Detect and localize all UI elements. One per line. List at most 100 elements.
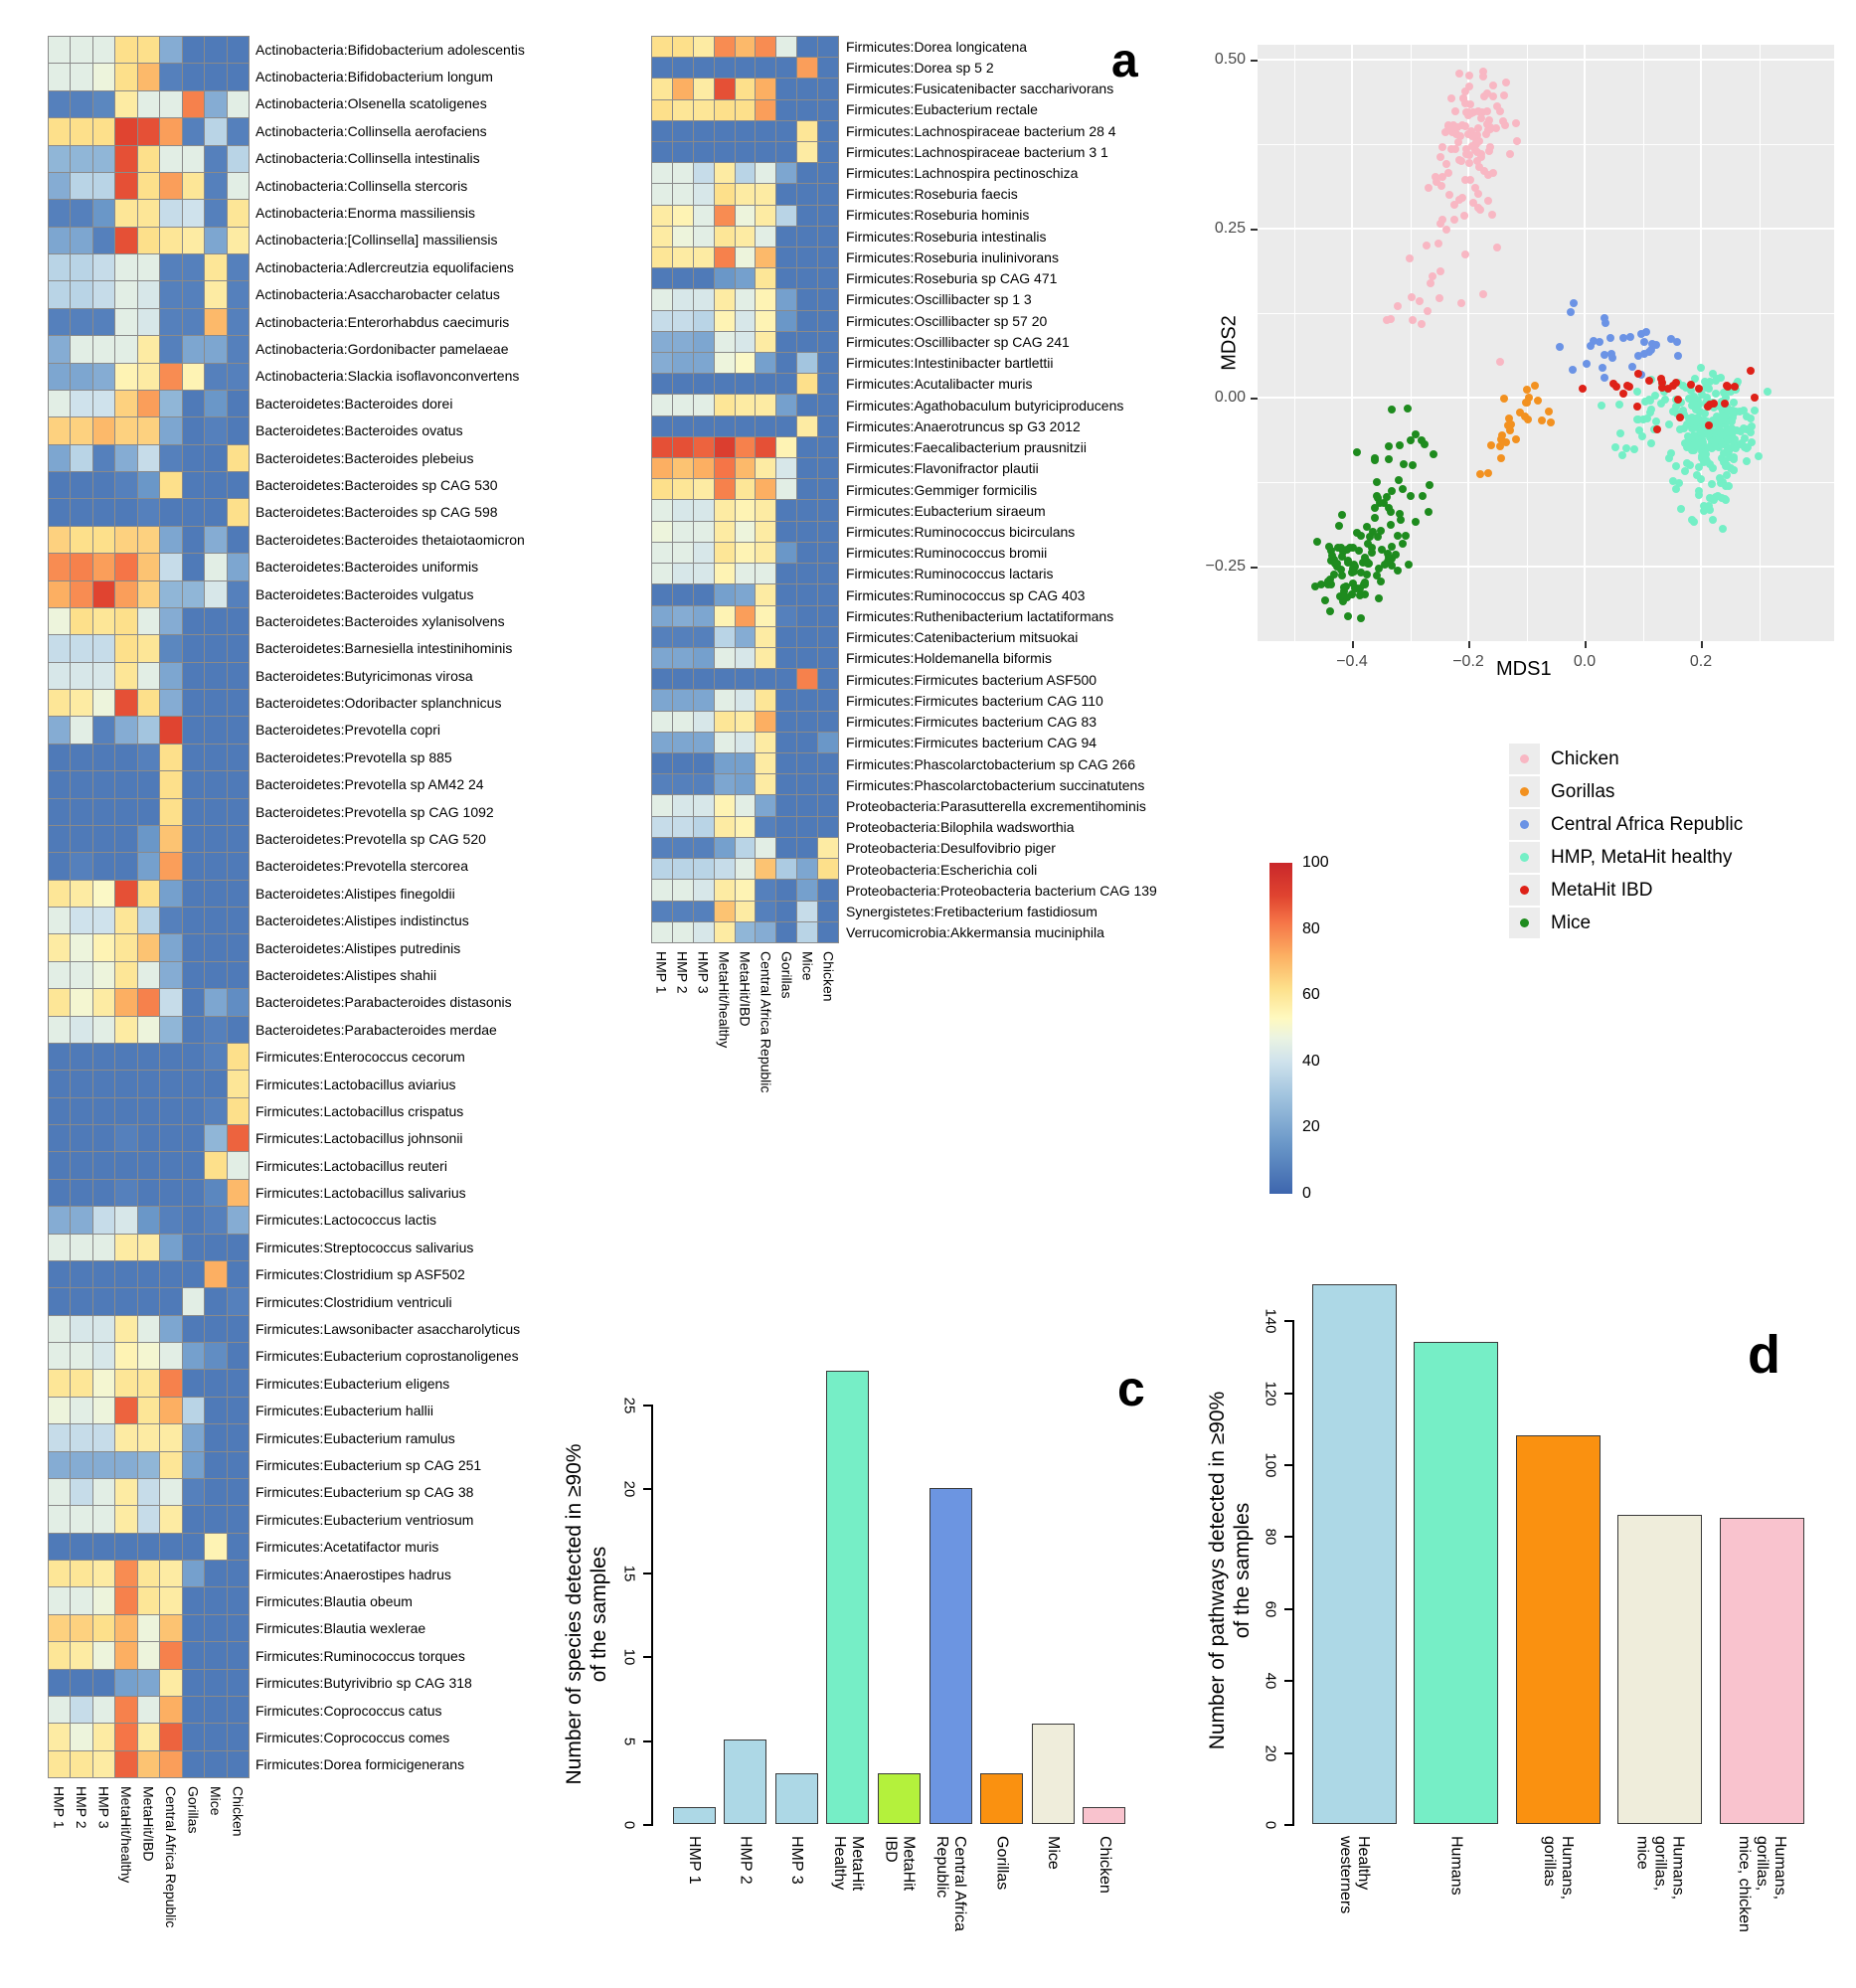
heatmap-row-label: Synergistetes:Fretibacterium fastidiosum (846, 904, 1097, 920)
scatter-point (1460, 122, 1469, 131)
heatmap-cell (776, 605, 797, 626)
heatmap-cell (49, 390, 71, 417)
heatmap-row-label: Firmicutes:Acetatifactor muris (255, 1539, 439, 1556)
scatter-point (1731, 435, 1740, 444)
scatter-point (1473, 123, 1482, 132)
heatmap-cell (71, 853, 92, 880)
scatter-point (1611, 443, 1620, 452)
legend-dot-gorillas (1520, 787, 1529, 796)
heatmap-row-label: Bacteroidetes:Alistipes finegoldii (255, 885, 455, 902)
scatter-point (1696, 416, 1705, 425)
scatter-point (1741, 433, 1750, 442)
scatter-point (1406, 253, 1415, 262)
heatmap-cell (115, 1614, 137, 1642)
heatmap-cell (137, 145, 160, 172)
scatter-point (1708, 369, 1717, 378)
heatmap-row-label: Actinobacteria:Bifidobacterium adolescen… (255, 41, 525, 58)
heatmap-cell (49, 1533, 71, 1560)
heatmap-cell (92, 1179, 115, 1207)
legend-dot-central-africa-republic (1520, 820, 1529, 829)
heatmap-cell (115, 1234, 137, 1260)
heatmap-cell (756, 415, 776, 436)
scatter-point (1721, 496, 1730, 505)
scatter-point (1533, 397, 1542, 406)
heatmap-cell (92, 1207, 115, 1234)
heatmap-cell (652, 99, 672, 120)
heatmap-cell (756, 669, 776, 690)
heatmap-cell (71, 961, 92, 989)
heatmap-row-label: Firmicutes:Enterococcus cecorum (255, 1049, 465, 1066)
heatmap-cell (92, 227, 115, 253)
scatter-point (1355, 547, 1364, 556)
scatter-point (1531, 382, 1540, 391)
heatmap-cell (182, 1179, 205, 1207)
heatmap-cell (182, 825, 205, 853)
scatter-point (1434, 240, 1443, 248)
scatter-point (1396, 440, 1405, 449)
scatter-point (1681, 466, 1690, 475)
heatmap-row-label: Firmicutes:Phascolarctobacterium succina… (846, 776, 1145, 793)
heatmap-cell (160, 1478, 182, 1506)
heatmap-cell (227, 635, 249, 662)
scatter-point (1646, 439, 1655, 448)
heatmap-column-label: HMP 2 (674, 951, 691, 994)
heatmap-cell (776, 226, 797, 248)
heatmap-cell (49, 1016, 71, 1043)
y-axis-tick (1284, 1680, 1292, 1683)
heatmap-cell (797, 711, 818, 732)
y-axis-tick-label: 5 (620, 1737, 638, 1745)
heatmap-cell (92, 853, 115, 880)
heatmap-cell (205, 1125, 227, 1152)
scatter-point (1634, 370, 1643, 379)
heatmap-cell (227, 1152, 249, 1179)
heatmap-cell (227, 336, 249, 363)
heatmap-row-label: Firmicutes:Acutalibacter muris (846, 376, 1033, 393)
heatmap-cell (160, 37, 182, 64)
heatmap-cell (776, 374, 797, 395)
heatmap-cell (227, 64, 249, 90)
heatmap-cell (797, 458, 818, 479)
heatmap-cell (115, 526, 137, 554)
bar-metahit-ibd (877, 1773, 921, 1824)
heatmap-row-label: Firmicutes:Ruthenibacterium lactatiforma… (846, 607, 1114, 624)
scatter-point (1617, 451, 1626, 460)
heatmap-cell (160, 607, 182, 635)
scatter-point (1716, 403, 1725, 412)
legend-label: HMP, MetaHit healthy (1551, 847, 1733, 868)
heatmap-cell (672, 711, 693, 732)
heatmap-cell (71, 172, 92, 200)
heatmap-cell (49, 989, 71, 1016)
heatmap-cell (818, 753, 838, 774)
heatmap-cell (92, 472, 115, 499)
scatter-point (1695, 491, 1704, 500)
heatmap-cell (92, 554, 115, 580)
heatmap-cell (227, 1234, 249, 1260)
scatter-point (1704, 429, 1713, 438)
heatmap-cell (672, 521, 693, 542)
scatter-point (1496, 442, 1505, 451)
scatter-point (1371, 453, 1380, 462)
heatmap-cell (227, 37, 249, 64)
heatmap-row-label: Bacteroidetes:Alistipes indistinctus (255, 912, 469, 929)
scatter-point (1732, 443, 1741, 452)
heatmap-cell (182, 227, 205, 253)
scatter-point (1342, 545, 1351, 554)
scatter-point (1714, 422, 1723, 431)
heatmap-cell (818, 99, 838, 120)
scatter-point (1355, 591, 1364, 600)
heatmap-cell (227, 961, 249, 989)
heatmap-cell (71, 64, 92, 90)
scatter-point (1493, 244, 1502, 252)
heatmap-cell (137, 853, 160, 880)
heatmap-row-label: Firmicutes:Lawsonibacter asaccharolyticu… (255, 1321, 521, 1338)
scatter-point (1467, 141, 1476, 150)
heatmap-cell (735, 584, 756, 605)
heatmap-cell (227, 1561, 249, 1587)
scatter-point (1641, 328, 1650, 337)
heatmap-cell (71, 1750, 92, 1777)
heatmap-cell (735, 880, 756, 901)
heatmap-cell (137, 472, 160, 499)
heatmap-cell (714, 479, 735, 500)
heatmap-cell (672, 647, 693, 669)
heatmap-cell (735, 289, 756, 310)
